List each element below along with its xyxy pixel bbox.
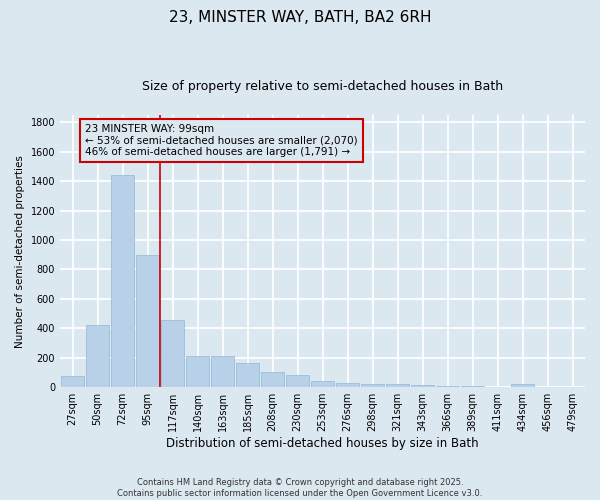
Bar — [436, 386, 459, 387]
Title: Size of property relative to semi-detached houses in Bath: Size of property relative to semi-detach… — [142, 80, 503, 93]
Bar — [461, 386, 484, 387]
Bar — [61, 376, 84, 387]
Bar — [361, 384, 384, 387]
Bar — [511, 384, 534, 387]
Bar — [286, 376, 309, 387]
Bar — [411, 386, 434, 387]
Bar — [311, 380, 334, 387]
Bar — [186, 356, 209, 387]
Bar — [236, 363, 259, 387]
Text: Contains HM Land Registry data © Crown copyright and database right 2025.
Contai: Contains HM Land Registry data © Crown c… — [118, 478, 482, 498]
X-axis label: Distribution of semi-detached houses by size in Bath: Distribution of semi-detached houses by … — [166, 437, 479, 450]
Text: 23 MINSTER WAY: 99sqm
← 53% of semi-detached houses are smaller (2,070)
46% of s: 23 MINSTER WAY: 99sqm ← 53% of semi-deta… — [85, 124, 358, 157]
Text: 23, MINSTER WAY, BATH, BA2 6RH: 23, MINSTER WAY, BATH, BA2 6RH — [169, 10, 431, 25]
Bar — [536, 386, 559, 387]
Bar — [386, 384, 409, 387]
Bar — [161, 320, 184, 387]
Y-axis label: Number of semi-detached properties: Number of semi-detached properties — [15, 154, 25, 348]
Bar — [111, 176, 134, 387]
Bar — [336, 383, 359, 387]
Bar — [136, 255, 159, 387]
Bar — [86, 326, 109, 387]
Bar — [261, 372, 284, 387]
Bar — [211, 356, 234, 387]
